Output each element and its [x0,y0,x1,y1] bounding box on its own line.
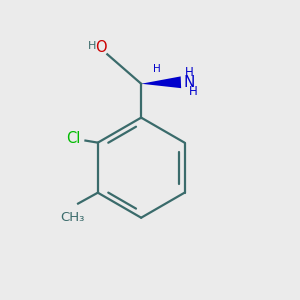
Text: H: H [88,41,96,51]
Text: N: N [184,75,195,90]
Text: O: O [95,40,106,55]
Polygon shape [141,76,181,88]
Text: Cl: Cl [67,131,81,146]
Text: H: H [189,85,198,98]
Text: H: H [154,64,161,74]
Text: CH₃: CH₃ [60,211,84,224]
Text: H: H [185,66,194,79]
